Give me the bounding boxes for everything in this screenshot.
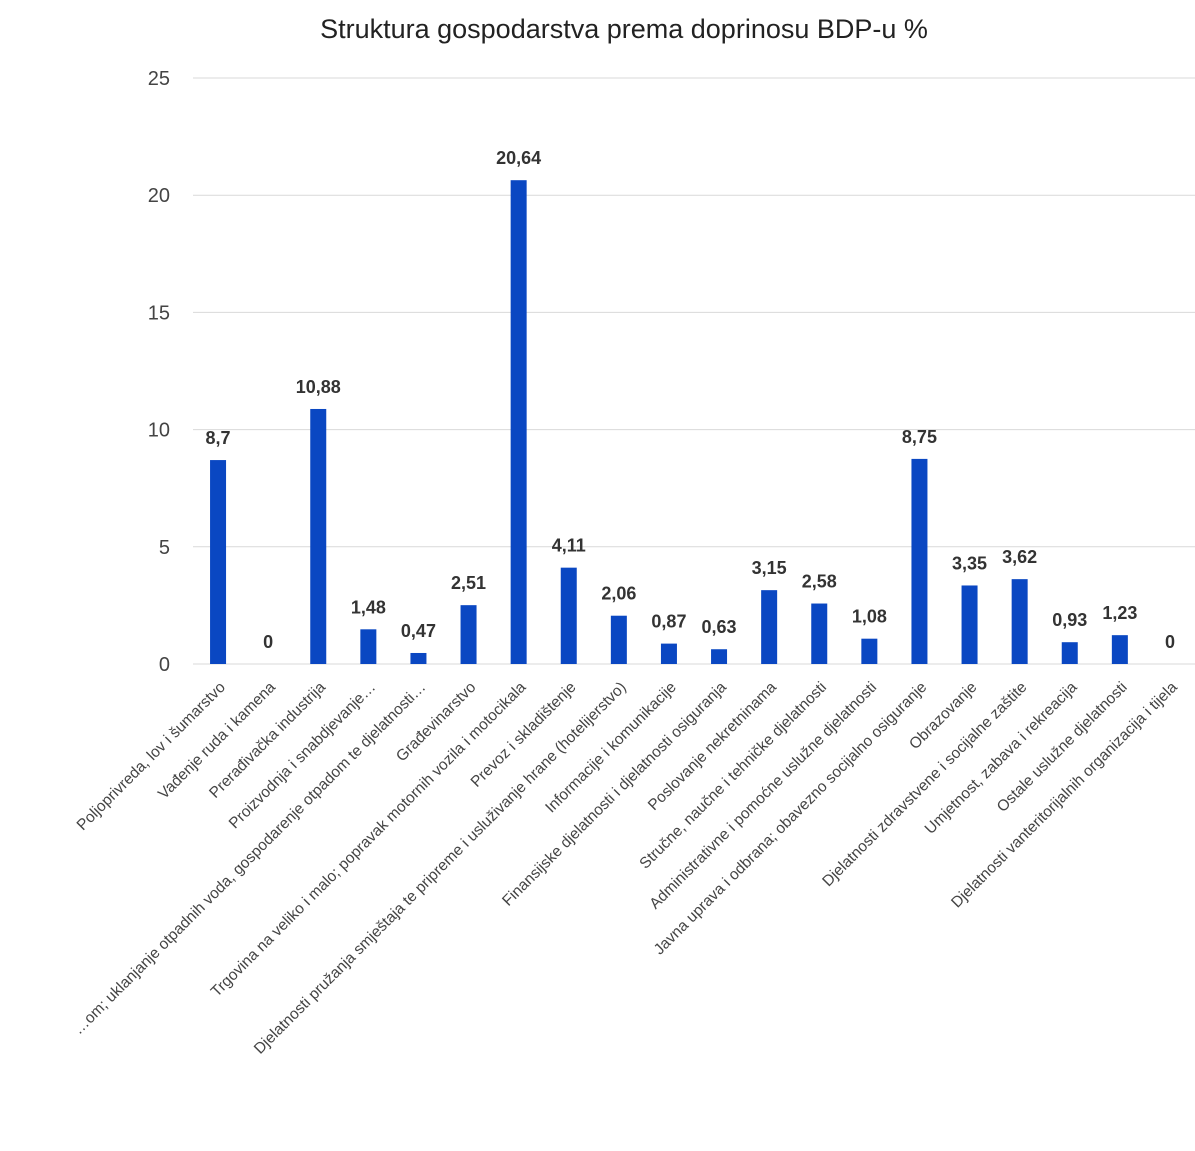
bar (660, 643, 677, 664)
y-tick-label: 15 (148, 302, 170, 324)
y-tick-label: 5 (159, 537, 170, 559)
bar (761, 590, 778, 664)
bar (1061, 642, 1078, 664)
data-label: 0,63 (702, 617, 737, 637)
x-tick-label: Djelatnosti pružanja smještaja te pripre… (251, 679, 630, 1058)
bar (811, 603, 828, 664)
data-label: 1,08 (852, 607, 887, 627)
data-label: 4,11 (552, 536, 586, 556)
data-label: 8,7 (206, 428, 231, 448)
bar (1011, 579, 1028, 664)
bars (210, 180, 1128, 664)
bar (410, 652, 427, 664)
bar (711, 649, 728, 664)
data-label: 8,75 (902, 427, 937, 447)
y-tick-label: 25 (148, 68, 170, 90)
data-label: 0,87 (651, 612, 686, 632)
bar (1111, 635, 1128, 664)
data-label: 10,88 (296, 377, 341, 397)
data-label: 3,35 (952, 553, 987, 573)
data-label: 0 (1165, 632, 1175, 652)
bar (911, 458, 928, 664)
chart-title: Struktura gospodarstva prema doprinosu B… (320, 14, 928, 44)
bar (460, 605, 477, 664)
data-label: 1,23 (1102, 603, 1137, 623)
data-label: 2,06 (601, 584, 636, 604)
bar (961, 585, 978, 664)
data-label: 0,93 (1052, 610, 1087, 630)
bar (560, 567, 577, 664)
data-label: 2,58 (802, 572, 837, 592)
y-tick-label: 20 (148, 185, 170, 207)
bar (210, 460, 227, 664)
data-label: 3,15 (752, 558, 787, 578)
x-tick-label: …om; uklanjanje otpadnih voda, gospodare… (70, 679, 429, 1038)
data-label: 0,47 (401, 621, 436, 641)
bar (510, 180, 527, 664)
data-label: 2,51 (451, 573, 486, 593)
gridlines (193, 77, 1195, 665)
data-label: 1,48 (351, 597, 386, 617)
data-label: 20,64 (496, 148, 541, 168)
y-tick-label: 10 (148, 420, 170, 442)
bar (360, 629, 377, 664)
data-label: 3,62 (1002, 547, 1037, 567)
bar (610, 615, 627, 664)
y-tick-label: 0 (159, 654, 170, 676)
bar (861, 638, 878, 664)
y-axis-ticks: 0 5 10 15 20 25 (148, 68, 170, 676)
data-labels: 8,7 0 10,88 1,48 0,47 2,51 20,64 4,11 2,06 0,87 0,… (206, 148, 1175, 652)
bar (310, 408, 327, 664)
x-tick-label: Stručne, naučne i tehničke djelatnosti (636, 679, 830, 873)
data-label: 0 (263, 632, 273, 652)
